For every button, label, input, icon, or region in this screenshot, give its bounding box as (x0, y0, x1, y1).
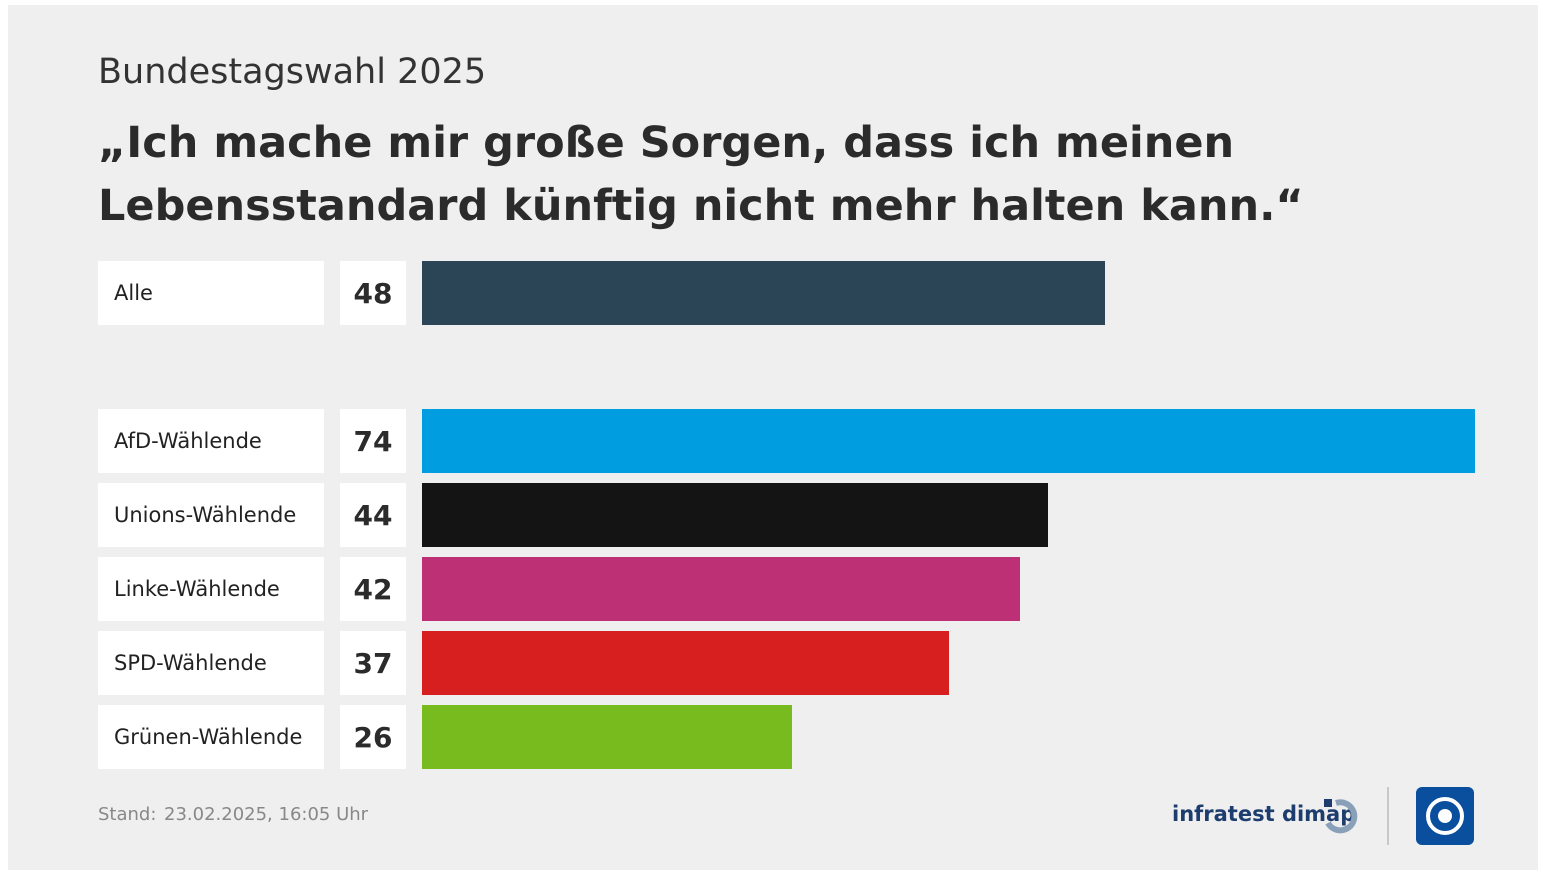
category-label: AfD-Wählende (98, 409, 324, 473)
category-label: Linke-Wählende (98, 557, 324, 621)
bar (422, 409, 1475, 473)
value-label: 42 (340, 557, 406, 621)
category-label: SPD-Wählende (98, 631, 324, 695)
bar (422, 705, 792, 769)
footer-label: Stand: (98, 804, 157, 825)
broadcaster-logo (1416, 787, 1474, 845)
value-label: 48 (340, 261, 406, 325)
category-label: Alle (98, 261, 324, 325)
bar (422, 261, 1106, 325)
category-label: Unions-Wählende (98, 483, 324, 547)
category-label: Grünen-Wählende (98, 705, 324, 769)
subtitle: Bundestagswahl 2025 (98, 52, 487, 92)
value-label: 26 (340, 705, 406, 769)
footer-date: 23.02.2025, 16:05 Uhr (164, 804, 369, 825)
source-logo-icon (1324, 799, 1358, 834)
divider (1387, 787, 1389, 845)
value-label: 74 (340, 409, 406, 473)
bar (422, 631, 949, 695)
value-label: 44 (340, 483, 406, 547)
bar (422, 557, 1020, 621)
bar (422, 483, 1049, 547)
value-label: 37 (340, 631, 406, 695)
chart-title: „Ich mache mir große Sorgen, dass ich me… (98, 118, 1304, 231)
